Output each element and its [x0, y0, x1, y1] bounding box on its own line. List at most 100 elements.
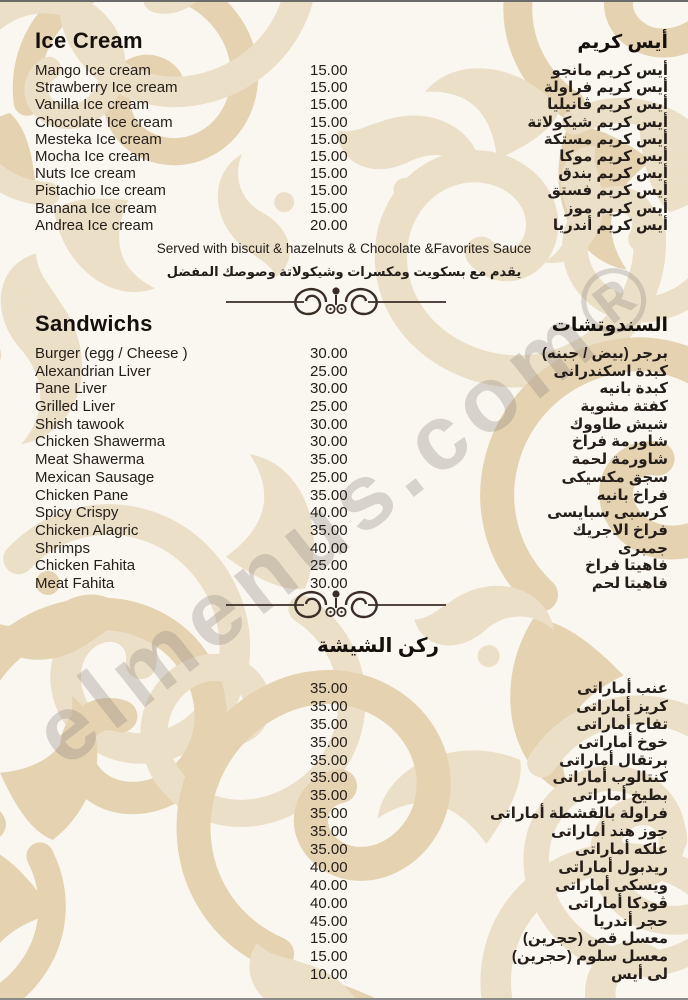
item-name-ar: جمبرى: [617, 539, 668, 557]
item-name-en: Shish tawook: [35, 415, 125, 433]
menu-row: 40.00 ڤودكا أماراتى: [35, 894, 668, 912]
menu-row: Mocha Ice cream 15.00 أيس كريم موكا: [35, 147, 668, 165]
item-name-ar: خوخ أماراتى: [578, 733, 668, 751]
item-name-ar: شاورمة فراخ: [572, 433, 668, 451]
item-name-ar: أيس كريم شيكولاتة: [527, 113, 668, 131]
menu-row: Meat Fahita 30.00 فاهيتا لحم: [35, 574, 668, 592]
menu-row: Chicken Shawerma 30.00 شاورمة فراخ: [35, 432, 668, 450]
item-price: 30.00: [310, 574, 348, 592]
item-name-ar: فراخ بانيه: [596, 486, 668, 504]
item-name-ar: فراولة بالقشطة أماراتى: [490, 805, 668, 823]
item-price: 35.00: [310, 715, 348, 733]
item-name-ar: أيس كريم فستق: [547, 182, 669, 200]
menu-row: Pane Liver 30.00 كبدة بانيه: [35, 379, 668, 397]
menu-row: Mango Ice cream 15.00 أيس كريم مانجو: [35, 61, 668, 79]
item-name-en: Chicken Alagric: [35, 521, 139, 539]
item-name-ar: أيس كريم فراولة: [543, 79, 668, 97]
item-price: 35.00: [310, 769, 348, 787]
item-name-ar: معسل سلوم (حجرين): [511, 948, 668, 966]
item-name-ar: شيش طاووك: [569, 415, 668, 433]
menu-row: 40.00 ريدبول أماراتى: [35, 858, 668, 876]
ice-cream-header: Ice Cream أيس كريم: [35, 28, 668, 54]
item-name-ar: أيس كريم أندريا: [552, 216, 668, 234]
item-name-ar: فاهيتا فراخ: [584, 557, 668, 575]
sandwiches-title-ar: السندوتشات: [551, 315, 668, 336]
item-name-en: Chicken Pane: [35, 486, 129, 504]
menu-row: 45.00 حجر أندريا: [35, 912, 668, 930]
ice-cream-title-ar: أيس كريم: [577, 32, 668, 53]
menu-row: 35.00 فراولة بالقشطة أماراتى: [35, 804, 668, 822]
menu-row: 35.00 كنتالوب أماراتى: [35, 768, 668, 786]
section-ice-cream: Ice Cream أيس كريم Mango Ice cream 15.00…: [35, 28, 669, 234]
menu-row: Chicken Alagric 35.00 فراخ الاجريك: [35, 521, 668, 539]
item-price: 40.00: [310, 876, 348, 894]
menu-row: 35.00 عنب أماراتى: [35, 679, 668, 697]
item-price: 35.00: [310, 751, 348, 769]
menu-row: 35.00 بطيخ أماراتى: [35, 786, 668, 804]
item-price: 35.00: [310, 733, 348, 751]
item-name-en: Mango Ice cream: [35, 62, 151, 79]
item-name-en: Grilled Liver: [35, 398, 116, 416]
menu-row: Grilled Liver 25.00 كفتة مشوية: [35, 397, 668, 415]
item-name-en: Strawberry Ice cream: [35, 79, 178, 97]
item-name-ar: فاهيتا لحم: [591, 574, 668, 592]
item-name-ar: ريدبول أماراتى: [558, 858, 668, 876]
shisha-title-ar: ركن الشيشة: [316, 635, 440, 657]
menu-row: 35.00 برتقال أماراتى: [35, 751, 668, 769]
item-price: 40.00: [310, 858, 348, 876]
item-name-en: Alexandrian Liver: [35, 362, 151, 380]
item-name-en: Chocolate Ice cream: [35, 113, 173, 131]
item-price: 40.00: [310, 504, 348, 522]
item-price: 15.00: [310, 113, 348, 131]
item-price: 30.00: [310, 433, 348, 451]
ice-cream-note-en: Served with biscuit & hazelnuts & Chocol…: [156, 241, 532, 256]
menu-row: 10.00 لى أيس: [35, 965, 668, 983]
item-price: 30.00: [310, 380, 348, 398]
item-name-ar: أيس كريم ڤانيليا: [547, 96, 668, 114]
item-price: 25.00: [310, 398, 348, 416]
item-name-ar: أيس كريم موز: [564, 199, 668, 217]
section-shisha: 35.00 عنب أماراتى 35.00 كريز أماراتى 35.…: [35, 679, 668, 983]
item-name-en: Mexican Sausage: [35, 468, 155, 486]
item-name-ar: أيس كريم بندق: [558, 165, 668, 183]
item-price: 35.00: [310, 805, 348, 823]
item-name-en: Shrimps: [35, 539, 91, 557]
item-name-en: Chicken Shawerma: [35, 433, 166, 451]
item-name-ar: شاورمة لحمة: [571, 451, 669, 469]
sandwiches-items: Burger (egg / Cheese ) 30.00 برجر (بيض /…: [35, 344, 668, 592]
item-name-ar: بطيخ أماراتى: [572, 787, 668, 805]
item-name-en: Mocha Ice cream: [35, 147, 151, 165]
item-price: 35.00: [310, 841, 348, 859]
item-price: 25.00: [310, 468, 348, 486]
ice-cream-items: Mango Ice cream 15.00 أيس كريم مانجو Str…: [35, 61, 669, 234]
ice-cream-note-ar: يقدم مع بسكويت ومكسرات وشيكولاتة وصوصك ا…: [166, 264, 522, 279]
item-name-en: Pistachio Ice cream: [35, 182, 166, 200]
item-price: 35.00: [310, 680, 348, 697]
item-price: 15.00: [310, 930, 348, 948]
item-name-ar: أيس كريم مستكة: [543, 130, 668, 148]
item-price: 20.00: [310, 216, 348, 234]
item-name-en: Nuts Ice cream: [35, 165, 136, 183]
menu-row: 35.00 جوز هند أماراتى: [35, 822, 668, 840]
divider-ornament: [226, 590, 446, 619]
menu-row: Burger (egg / Cheese ) 30.00 برجر (بيض /…: [35, 344, 668, 362]
item-name-en: Vanilla Ice cream: [35, 96, 149, 114]
menu-row: Spicy Crispy 40.00 كرسبى سبايسى: [35, 503, 668, 521]
menu-row: Pistachio Ice cream 15.00 أيس كريم فستق: [35, 181, 669, 200]
menu-row: Vanilla Ice cream 15.00 أيس كريم ڤانيليا: [35, 95, 668, 114]
item-name-ar: كرسبى سبايسى: [547, 504, 668, 522]
item-name-ar: برجر (بيض / جبنه): [541, 345, 668, 362]
menu-row: Chocolate Ice cream 15.00 أيس كريم شيكول…: [35, 113, 668, 131]
item-name-ar: سجق مكسيكى: [561, 468, 668, 486]
menu-row: 40.00 ويسكى أماراتى: [35, 876, 668, 894]
item-name-en: Spicy Crispy: [35, 504, 119, 522]
ice-cream-title-en: Ice Cream: [35, 28, 143, 53]
menu-row: Chicken Pane 35.00 فراخ بانيه: [35, 486, 668, 504]
menu-row: Alexandrian Liver 25.00 كبدة اسكندرانى: [35, 362, 668, 380]
item-price: 35.00: [310, 521, 348, 539]
menu-row: 35.00 تفاح أماراتى: [35, 715, 668, 733]
item-name-ar: كريز أماراتى: [576, 697, 668, 715]
item-price: 10.00: [310, 966, 348, 984]
